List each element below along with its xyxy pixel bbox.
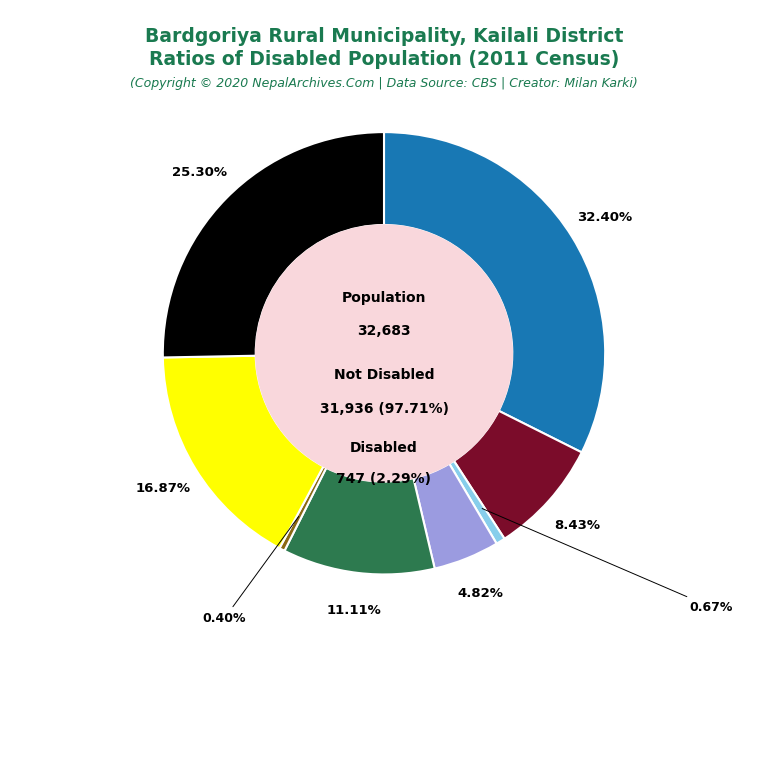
Text: 0.40%: 0.40% (203, 516, 299, 624)
Text: 747 (2.29%): 747 (2.29%) (336, 472, 432, 486)
Wedge shape (449, 461, 505, 544)
Wedge shape (454, 411, 581, 539)
Text: 32,683: 32,683 (357, 324, 411, 338)
Wedge shape (280, 466, 326, 551)
Text: 8.43%: 8.43% (554, 519, 600, 532)
Circle shape (256, 225, 512, 482)
Text: 4.82%: 4.82% (458, 587, 504, 600)
Text: Population: Population (342, 291, 426, 305)
Wedge shape (163, 356, 323, 548)
Text: Ratios of Disabled Population (2011 Census): Ratios of Disabled Population (2011 Cens… (149, 50, 619, 69)
Wedge shape (413, 464, 497, 568)
Wedge shape (384, 132, 605, 452)
Text: Bardgoriya Rural Municipality, Kailali District: Bardgoriya Rural Municipality, Kailali D… (145, 27, 623, 46)
Text: 25.30%: 25.30% (172, 166, 227, 178)
Text: 11.11%: 11.11% (326, 604, 381, 617)
Text: (Copyright © 2020 NepalArchives.Com | Data Source: CBS | Creator: Milan Karki): (Copyright © 2020 NepalArchives.Com | Da… (130, 77, 638, 90)
Text: 0.67%: 0.67% (482, 508, 733, 614)
Text: Disabled: Disabled (350, 442, 418, 455)
Text: 31,936 (97.71%): 31,936 (97.71%) (319, 402, 449, 415)
Text: Not Disabled: Not Disabled (334, 369, 434, 382)
Text: 32.40%: 32.40% (577, 211, 632, 223)
Text: 16.87%: 16.87% (136, 482, 190, 495)
Wedge shape (163, 132, 384, 357)
Wedge shape (284, 468, 435, 574)
